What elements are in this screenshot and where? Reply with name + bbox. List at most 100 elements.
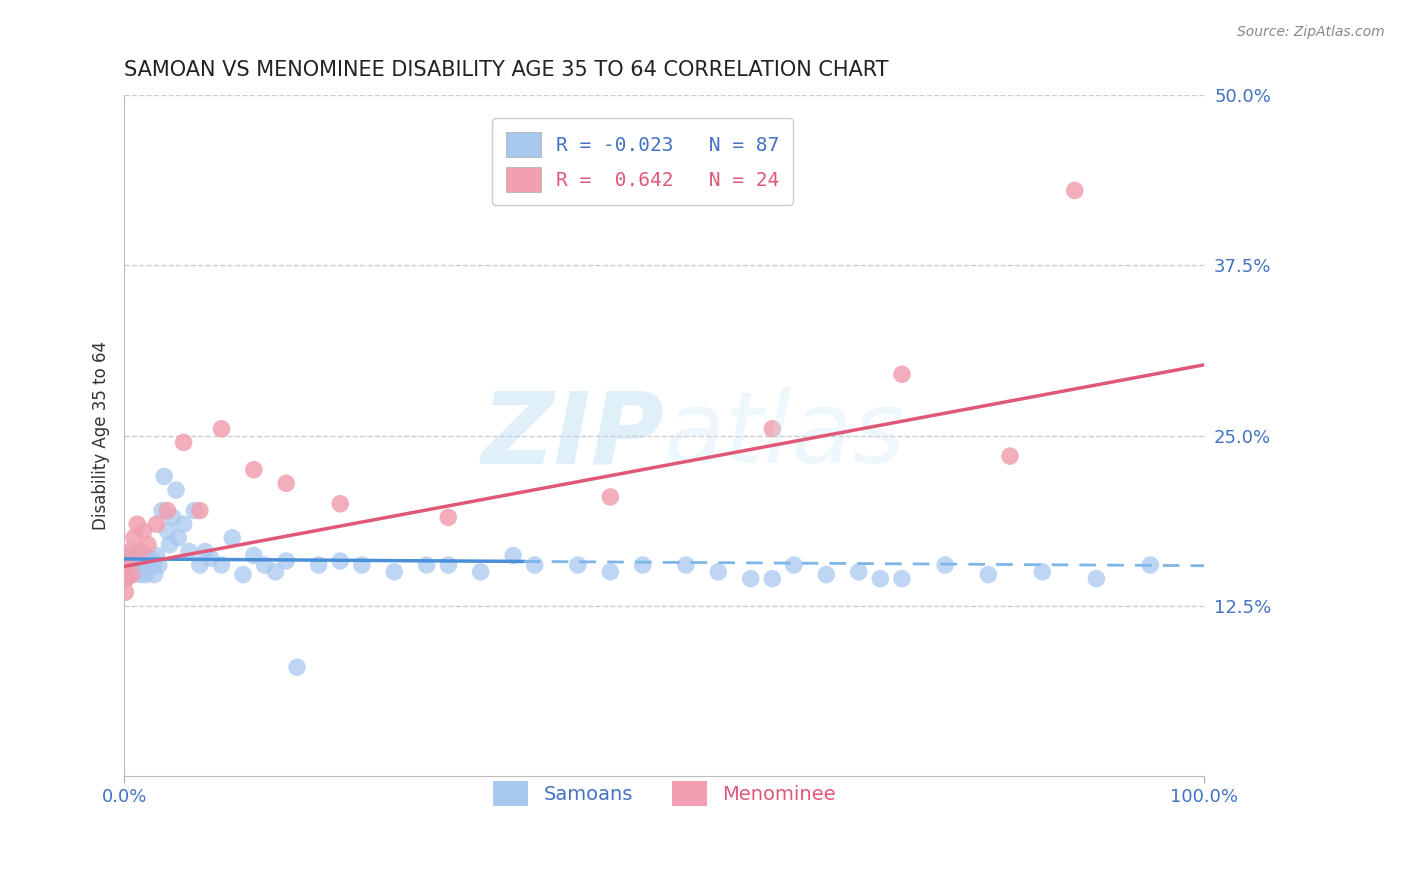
Point [145,517,167,532]
Point [114,585,136,599]
Point [761,572,783,586]
Point [121,567,143,582]
Point [253,558,276,572]
Point [707,565,730,579]
Point [631,558,654,572]
Point [209,422,232,436]
Point [115,565,138,579]
Point [121,558,143,572]
Point [132,558,155,572]
Point [129,567,152,582]
Point [188,558,211,572]
Point [209,558,232,572]
Point [156,524,179,538]
Point [221,531,243,545]
Text: Source: ZipAtlas.com: Source: ZipAtlas.com [1237,25,1385,39]
Point [188,503,211,517]
Point [502,549,524,563]
Point [177,544,200,558]
Point [114,561,136,575]
Point [117,567,139,582]
Point [437,558,460,572]
Point [675,558,697,572]
Point [129,544,152,558]
Point [162,510,184,524]
Point [998,449,1021,463]
Point [934,558,956,572]
Point [740,572,762,586]
Point [173,435,195,450]
Point [437,510,460,524]
Point [115,567,138,582]
Point [1031,565,1053,579]
Point [1063,183,1085,197]
Point [1139,558,1161,572]
Point [167,531,190,545]
Point [114,557,136,571]
Point [127,517,149,532]
Point [127,554,149,568]
Text: ZIP: ZIP [481,387,664,484]
Point [1085,572,1108,586]
Point [114,549,136,563]
Point [114,554,136,568]
Point [136,558,159,572]
Point [127,549,149,563]
Legend: Samoans, Menominee: Samoans, Menominee [485,773,844,814]
Point [761,422,783,436]
Point [977,567,1000,582]
Point [783,558,806,572]
Point [599,490,621,504]
Point [415,558,437,572]
Point [200,551,222,566]
Point [567,558,589,572]
Point [117,558,139,572]
Y-axis label: Disability Age 35 to 64: Disability Age 35 to 64 [93,341,110,530]
Point [329,554,352,568]
Point [117,558,139,572]
Point [114,567,136,582]
Point [350,558,373,572]
Point [243,463,266,477]
Point [131,551,153,566]
Point [117,551,139,566]
Point [599,565,621,579]
Point [153,469,176,483]
Point [142,558,165,572]
Point [159,538,181,552]
Point [869,572,891,586]
Point [264,565,287,579]
Point [276,476,298,491]
Point [173,517,195,532]
Point [122,531,145,545]
Point [120,554,142,568]
Point [135,549,157,563]
Point [114,551,136,566]
Point [148,558,170,572]
Point [285,660,308,674]
Point [115,572,138,586]
Point [115,558,138,572]
Point [165,483,187,497]
Text: atlas: atlas [664,387,905,484]
Point [118,565,141,579]
Point [382,565,405,579]
Point [329,497,352,511]
Point [243,549,266,563]
Point [183,503,205,517]
Point [150,503,173,517]
Point [890,368,912,382]
Point [118,558,141,572]
Point [115,549,138,563]
Point [143,567,166,582]
Point [145,549,167,563]
Point [114,558,136,572]
Point [141,551,163,566]
Point [523,558,546,572]
Point [308,558,330,572]
Point [135,567,157,582]
Point [815,567,838,582]
Point [129,558,152,572]
Point [276,554,298,568]
Point [114,558,136,572]
